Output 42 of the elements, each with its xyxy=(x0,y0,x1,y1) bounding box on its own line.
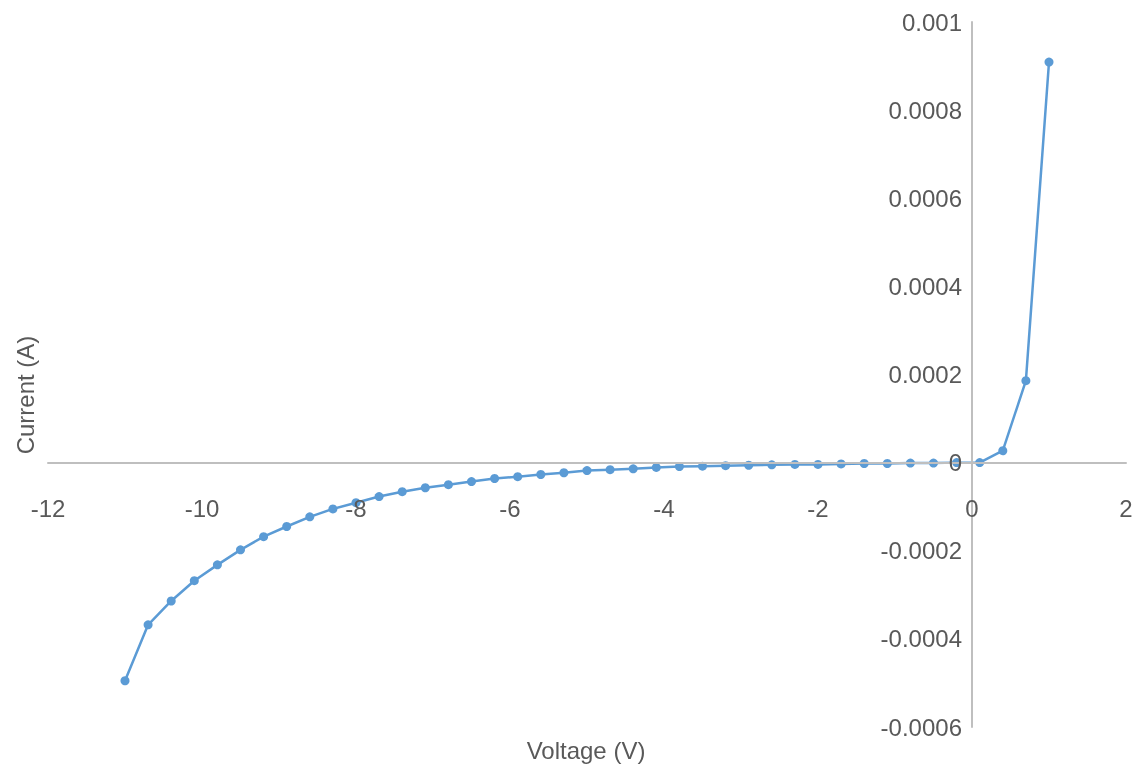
y-tick-label: 0.0002 xyxy=(888,361,962,388)
x-tick-label: -12 xyxy=(30,495,66,523)
point xyxy=(259,532,269,542)
x-tick-label: -2 xyxy=(807,495,829,523)
point xyxy=(120,676,130,686)
point xyxy=(397,487,407,497)
x-tick-label: -4 xyxy=(653,495,675,523)
point xyxy=(536,470,546,480)
x-tick-label: 2 xyxy=(1119,495,1133,523)
point xyxy=(467,477,476,487)
point xyxy=(305,512,315,522)
point xyxy=(212,560,222,570)
point xyxy=(236,545,245,555)
point xyxy=(443,480,453,490)
y-tick-label: -0.0002 xyxy=(880,537,962,565)
y-tick-label: 0.0006 xyxy=(888,184,962,212)
point xyxy=(282,522,292,532)
point xyxy=(189,576,199,586)
y-tick-label: 0.0004 xyxy=(888,272,962,300)
y-tick-label: -0.0004 xyxy=(880,625,962,653)
point xyxy=(143,620,153,630)
point xyxy=(166,596,176,606)
x-tick-label: 0 xyxy=(965,495,979,523)
point xyxy=(374,492,384,502)
x-tick-label: -10 xyxy=(184,495,220,523)
y-tick-label: 0.001 xyxy=(901,8,962,36)
point xyxy=(420,483,430,493)
point xyxy=(1021,376,1031,386)
point xyxy=(559,468,569,478)
point xyxy=(582,466,592,476)
y-tick-label: 0.0008 xyxy=(888,96,962,124)
y-axis-title: Current (A) xyxy=(11,335,39,455)
point xyxy=(513,472,523,482)
point xyxy=(628,464,638,474)
x-axis-title: Voltage (V) xyxy=(526,736,646,764)
y-tick-label: -0.0006 xyxy=(880,713,962,741)
point xyxy=(1044,57,1054,67)
point xyxy=(605,465,615,475)
point xyxy=(998,446,1008,456)
point xyxy=(328,504,338,514)
x-tick-label: -6 xyxy=(499,495,521,523)
point xyxy=(490,473,500,483)
